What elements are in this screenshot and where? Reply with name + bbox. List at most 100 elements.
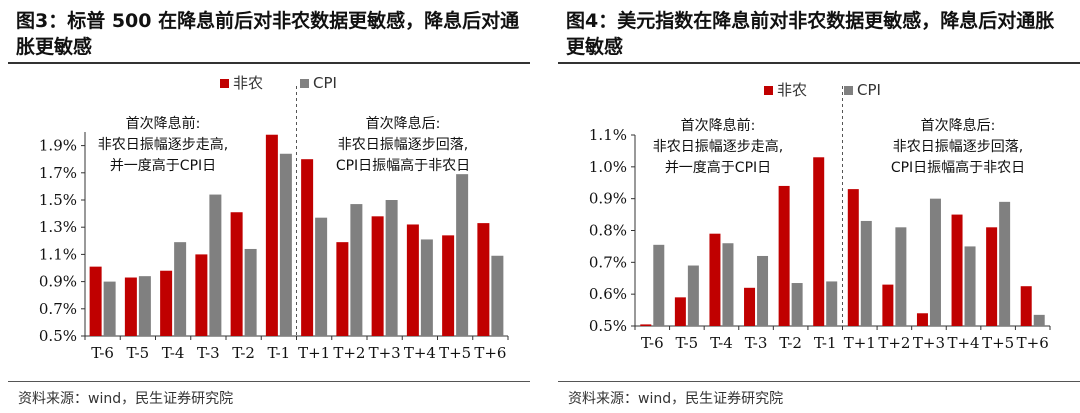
y-tick-label: 0.7%	[39, 300, 77, 318]
bar-nonfarm	[406, 224, 419, 336]
bar-nonfarm	[640, 324, 652, 326]
x-tick-label: T+4	[947, 334, 979, 352]
legend-swatch	[220, 79, 229, 88]
chart-panel-right: 图4：美元指数在降息前对非农数据更敏感，降息后对通胀更敏感 0.5% 0.6% 0.…	[558, 0, 1080, 413]
y-tick-label: 1.9%	[39, 137, 77, 155]
chart-title: 图3：标普 500 在降息前后对非农数据更敏感，降息后对通胀更敏感	[16, 10, 520, 58]
bar-cpi	[964, 246, 976, 326]
bar-cpi	[895, 227, 907, 326]
bar-nonfarm	[986, 227, 998, 326]
annotation-before-cut: 并一度高于CPI日	[665, 159, 771, 176]
bar-nonfarm	[813, 157, 825, 326]
chart-title: 图4：美元指数在降息前对非农数据更敏感，降息后对通胀更敏感	[566, 10, 1055, 58]
y-tick-label: 0.5%	[39, 327, 77, 345]
annotation-after-cut: CPI日振幅高于非农日	[336, 157, 470, 174]
x-tick-label: T+1	[844, 334, 876, 352]
bar-cpi	[138, 276, 151, 336]
x-tick-label: T-3	[197, 344, 220, 362]
x-tick-label: T+6	[474, 344, 506, 362]
legend-label: 非农	[777, 81, 807, 99]
bar-cpi	[826, 281, 838, 326]
bar-nonfarm	[778, 185, 790, 326]
bar-cpi	[1033, 314, 1045, 326]
bar-cpi	[860, 220, 872, 326]
bar-cpi	[209, 194, 222, 336]
legend-label: 非农	[233, 74, 263, 92]
legend-label: CPI	[313, 74, 337, 92]
bar-cpi	[722, 243, 734, 326]
bar-nonfarm	[674, 297, 686, 326]
bar-nonfarm	[195, 254, 208, 336]
x-tick-label: T+3	[369, 344, 401, 362]
annotation-after-cut: 首次降息后:	[921, 117, 996, 134]
annotation-after-cut: 首次降息后:	[366, 115, 441, 132]
source-rule	[558, 381, 1080, 382]
annotation-before-cut: 并一度高于CPI日	[110, 157, 216, 174]
x-tick-label: T-5	[127, 344, 150, 362]
x-tick-label: T-4	[710, 334, 733, 352]
bar-cpi	[999, 201, 1011, 326]
x-tick-label: T-2	[232, 344, 255, 362]
annotation-before-cut: 首次降息前:	[126, 115, 201, 132]
y-tick-label: 0.9%	[39, 273, 77, 291]
bar-nonfarm	[442, 235, 455, 336]
legend-swatch	[844, 86, 853, 95]
x-tick-label: T-1	[814, 334, 837, 352]
bar-cpi	[174, 242, 187, 336]
bar-chart-sp500: 0.5% 0.7% 0.9% 1.1% 1.3% 1.5% 1.7% 1.9% T-6 T-5 T-…	[39, 74, 509, 362]
annotation-before-cut: 首次降息前:	[681, 117, 756, 134]
x-tick-label: T-2	[779, 334, 802, 352]
bar-nonfarm	[744, 287, 756, 326]
chart-panel-left: 图3：标普 500 在降息前后对非农数据更敏感，降息后对通胀更敏感 0.5% 0.…	[8, 0, 530, 413]
bar-nonfarm	[847, 189, 859, 326]
bar-nonfarm	[951, 214, 963, 326]
x-tick-label: T-6	[91, 344, 114, 362]
x-tick-label: T-4	[162, 344, 185, 362]
bar-cpi	[491, 255, 504, 336]
x-tick-label: T+2	[878, 334, 910, 352]
x-tick-label: T-6	[641, 334, 664, 352]
x-tick-label: T+6	[1017, 334, 1049, 352]
bar-nonfarm	[709, 233, 721, 326]
bar-nonfarm	[477, 223, 490, 336]
x-tick-label: T-3	[745, 334, 768, 352]
source-text: 资料来源：wind，民生证券研究院	[18, 391, 234, 407]
x-tick-label: T+3	[913, 334, 945, 352]
bar-cpi	[791, 283, 803, 326]
bar-chart-dxy: 0.5% 0.6% 0.7% 0.8% 0.9% 1.0% 1.1% T-6 T-5 T-4 T-3…	[589, 81, 1051, 352]
annotation-after-cut: 非农日振幅逐步回落,	[338, 137, 468, 153]
title-rule	[8, 62, 530, 64]
y-tick-label: 0.6%	[589, 285, 627, 303]
y-tick-label: 0.5%	[589, 317, 627, 335]
annotation-after-cut: 非农日振幅逐步回落,	[893, 139, 1023, 155]
annotation-before-cut: 非农日振幅逐步走高,	[98, 136, 228, 153]
bar-cpi	[687, 265, 699, 326]
bar-cpi	[279, 153, 292, 336]
bar-nonfarm	[160, 270, 173, 336]
bar-nonfarm	[916, 313, 928, 326]
bar-cpi	[244, 248, 257, 336]
bar-cpi	[315, 217, 328, 336]
bar-nonfarm	[89, 266, 102, 336]
source-rule	[8, 381, 530, 382]
source-text: 资料来源：wind，民生证券研究院	[568, 391, 784, 407]
x-tick-label: T+5	[982, 334, 1014, 352]
y-tick-label: 1.3%	[39, 218, 77, 236]
x-tick-label: T+2	[333, 344, 365, 362]
y-tick-label: 1.1%	[589, 126, 627, 144]
bar-cpi	[103, 281, 116, 336]
bar-nonfarm	[1020, 286, 1032, 326]
bar-nonfarm	[336, 242, 349, 336]
x-tick-label: T-5	[676, 334, 699, 352]
bar-nonfarm	[124, 277, 137, 336]
y-tick-label: 1.1%	[39, 245, 77, 263]
x-tick-label: T+1	[298, 344, 330, 362]
y-tick-label: 0.8%	[589, 222, 627, 240]
y-tick-label: 1.0%	[589, 158, 627, 176]
bar-cpi	[456, 174, 469, 336]
bar-nonfarm	[230, 212, 243, 336]
title-rule	[558, 62, 1080, 64]
bar-cpi	[350, 204, 363, 336]
y-tick-label: 1.5%	[39, 191, 77, 209]
legend-label: CPI	[857, 81, 881, 99]
